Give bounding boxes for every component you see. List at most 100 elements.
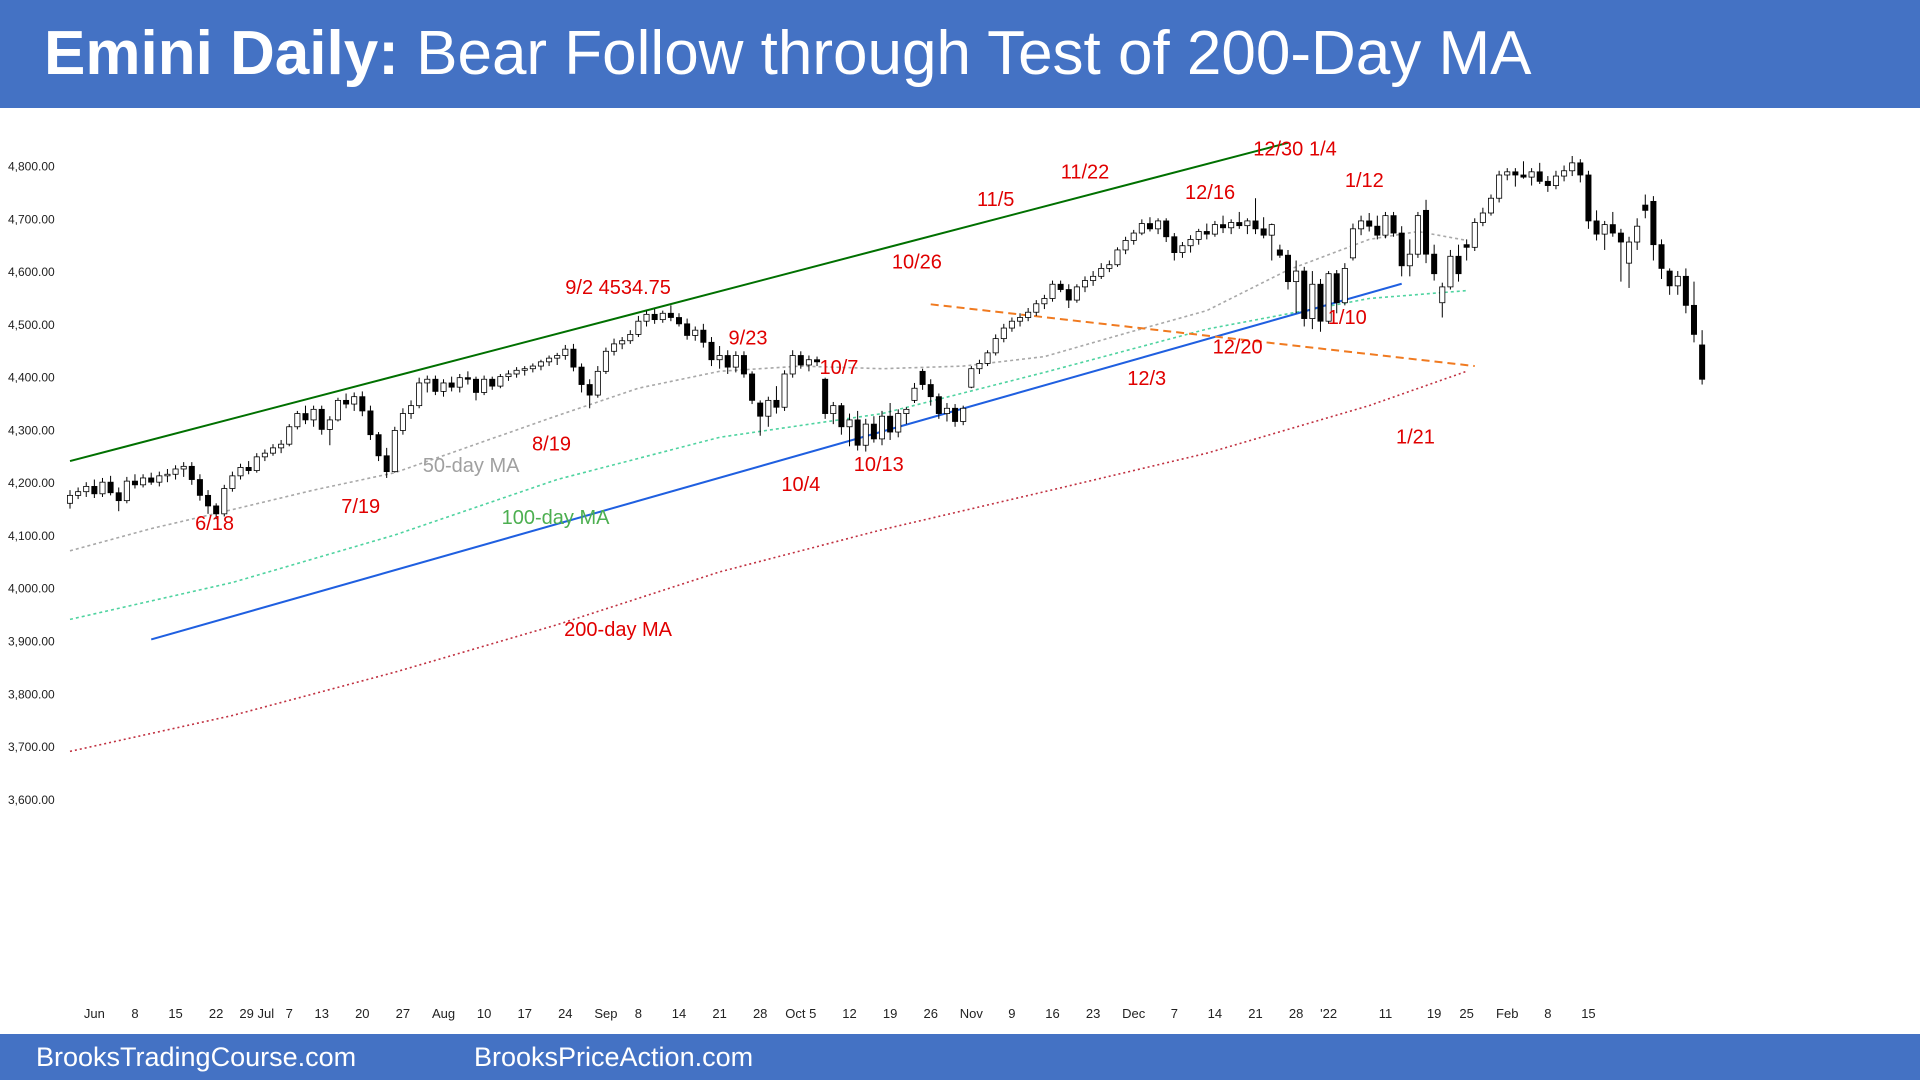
candle-body: [1561, 170, 1568, 177]
candle-body: [1544, 180, 1551, 186]
candle: [172, 465, 179, 480]
candle: [115, 487, 122, 512]
x-tick-label: 20: [355, 1006, 369, 1021]
candle-body: [1463, 244, 1470, 248]
candle-body: [1577, 162, 1584, 176]
candle: [927, 379, 934, 406]
candle-body: [1000, 327, 1007, 340]
candle: [611, 338, 618, 356]
candle: [1666, 268, 1673, 295]
annotation-label: 7/19: [341, 496, 380, 518]
candle-body: [1496, 174, 1503, 199]
x-tick-label: 22: [209, 1006, 223, 1021]
candle: [513, 367, 520, 378]
candle: [619, 337, 626, 350]
candle-body: [148, 477, 155, 483]
candle-body: [1008, 320, 1015, 329]
candle: [1276, 244, 1283, 258]
candle: [253, 453, 260, 473]
x-tick-label: Oct 5: [785, 1006, 816, 1021]
annotation-label: 10/4: [781, 474, 820, 496]
x-tick-label: 8: [131, 1006, 138, 1021]
candle-body: [1358, 220, 1365, 230]
candle-body: [1163, 220, 1170, 238]
candle: [537, 359, 544, 371]
candle-body: [797, 355, 804, 366]
candle: [310, 405, 317, 427]
title-banner: Emini Daily: Bear Follow through Test of…: [0, 0, 1920, 108]
footer-site-left[interactable]: BrooksTradingCourse.com: [36, 1042, 357, 1072]
candle-body: [456, 377, 463, 388]
candle-body: [586, 384, 593, 396]
candle-body: [91, 486, 98, 495]
candle: [1496, 170, 1503, 203]
candle-body: [1033, 303, 1040, 313]
x-tick-label: 29 Jul: [239, 1006, 274, 1021]
candle-body: [537, 361, 544, 367]
candle: [1406, 239, 1413, 277]
candle-body: [1171, 236, 1178, 253]
candle: [1382, 211, 1389, 239]
candle-body: [1699, 344, 1706, 380]
candle: [1463, 239, 1470, 261]
candle-body: [1414, 215, 1421, 255]
candle: [75, 487, 82, 500]
candle: [1317, 278, 1324, 332]
candle-body: [1325, 273, 1332, 322]
candle-body: [1447, 255, 1454, 288]
y-tick-label: 4,000.00: [8, 582, 55, 596]
candle-body: [1260, 228, 1267, 236]
candle: [984, 350, 991, 367]
candle-body: [814, 359, 821, 363]
annotation-label: 1/4: [1309, 139, 1337, 161]
candle: [1203, 223, 1210, 240]
candle-body: [278, 443, 285, 449]
y-tick-label: 4,500.00: [8, 318, 55, 332]
candle: [1179, 242, 1186, 258]
candle: [781, 370, 788, 411]
candle: [554, 352, 561, 366]
candle-body: [1488, 197, 1495, 214]
candle: [383, 447, 390, 478]
candle: [318, 405, 325, 435]
candle: [602, 347, 609, 374]
footer-site-right[interactable]: BrooksPriceAction.com: [474, 1042, 754, 1072]
x-tick-label: 8: [1544, 1006, 1551, 1021]
candle: [1528, 168, 1535, 186]
candle-body: [1106, 264, 1113, 269]
candle-body: [903, 408, 910, 414]
x-tick-label: 21: [1248, 1006, 1262, 1021]
candle-body: [1138, 223, 1145, 234]
page-title: Emini Daily: Bear Follow through Test of…: [44, 16, 1532, 92]
candle: [302, 405, 309, 425]
candle-body: [562, 348, 569, 356]
candle-body: [773, 399, 780, 408]
candle-body: [1285, 254, 1292, 283]
candle: [432, 375, 439, 396]
candle: [1341, 263, 1348, 306]
candle-body: [1666, 270, 1673, 287]
candle-body: [156, 475, 163, 483]
annotation-label: 10/13: [854, 454, 904, 476]
candle-body: [935, 396, 942, 414]
candle: [1349, 223, 1356, 261]
candle-body: [1504, 171, 1511, 176]
candle: [651, 309, 658, 324]
candle-body: [822, 378, 829, 414]
candle: [757, 400, 764, 436]
candle-body: [1301, 270, 1308, 319]
candle: [1544, 176, 1551, 192]
candle-body: [448, 382, 455, 388]
candle-body: [846, 419, 853, 428]
candle-body: [1341, 268, 1348, 304]
candle-body: [960, 407, 967, 422]
footer-banner: BrooksTradingCourse.com BrooksPriceActio…: [0, 1034, 1920, 1080]
candle-body: [952, 407, 959, 422]
upper-channel-line: [69, 141, 1289, 463]
candle: [992, 334, 999, 356]
candle-body: [789, 355, 796, 375]
candle-body: [326, 419, 333, 430]
candle: [879, 410, 886, 446]
candle: [164, 468, 171, 483]
candle-body: [1114, 249, 1121, 266]
